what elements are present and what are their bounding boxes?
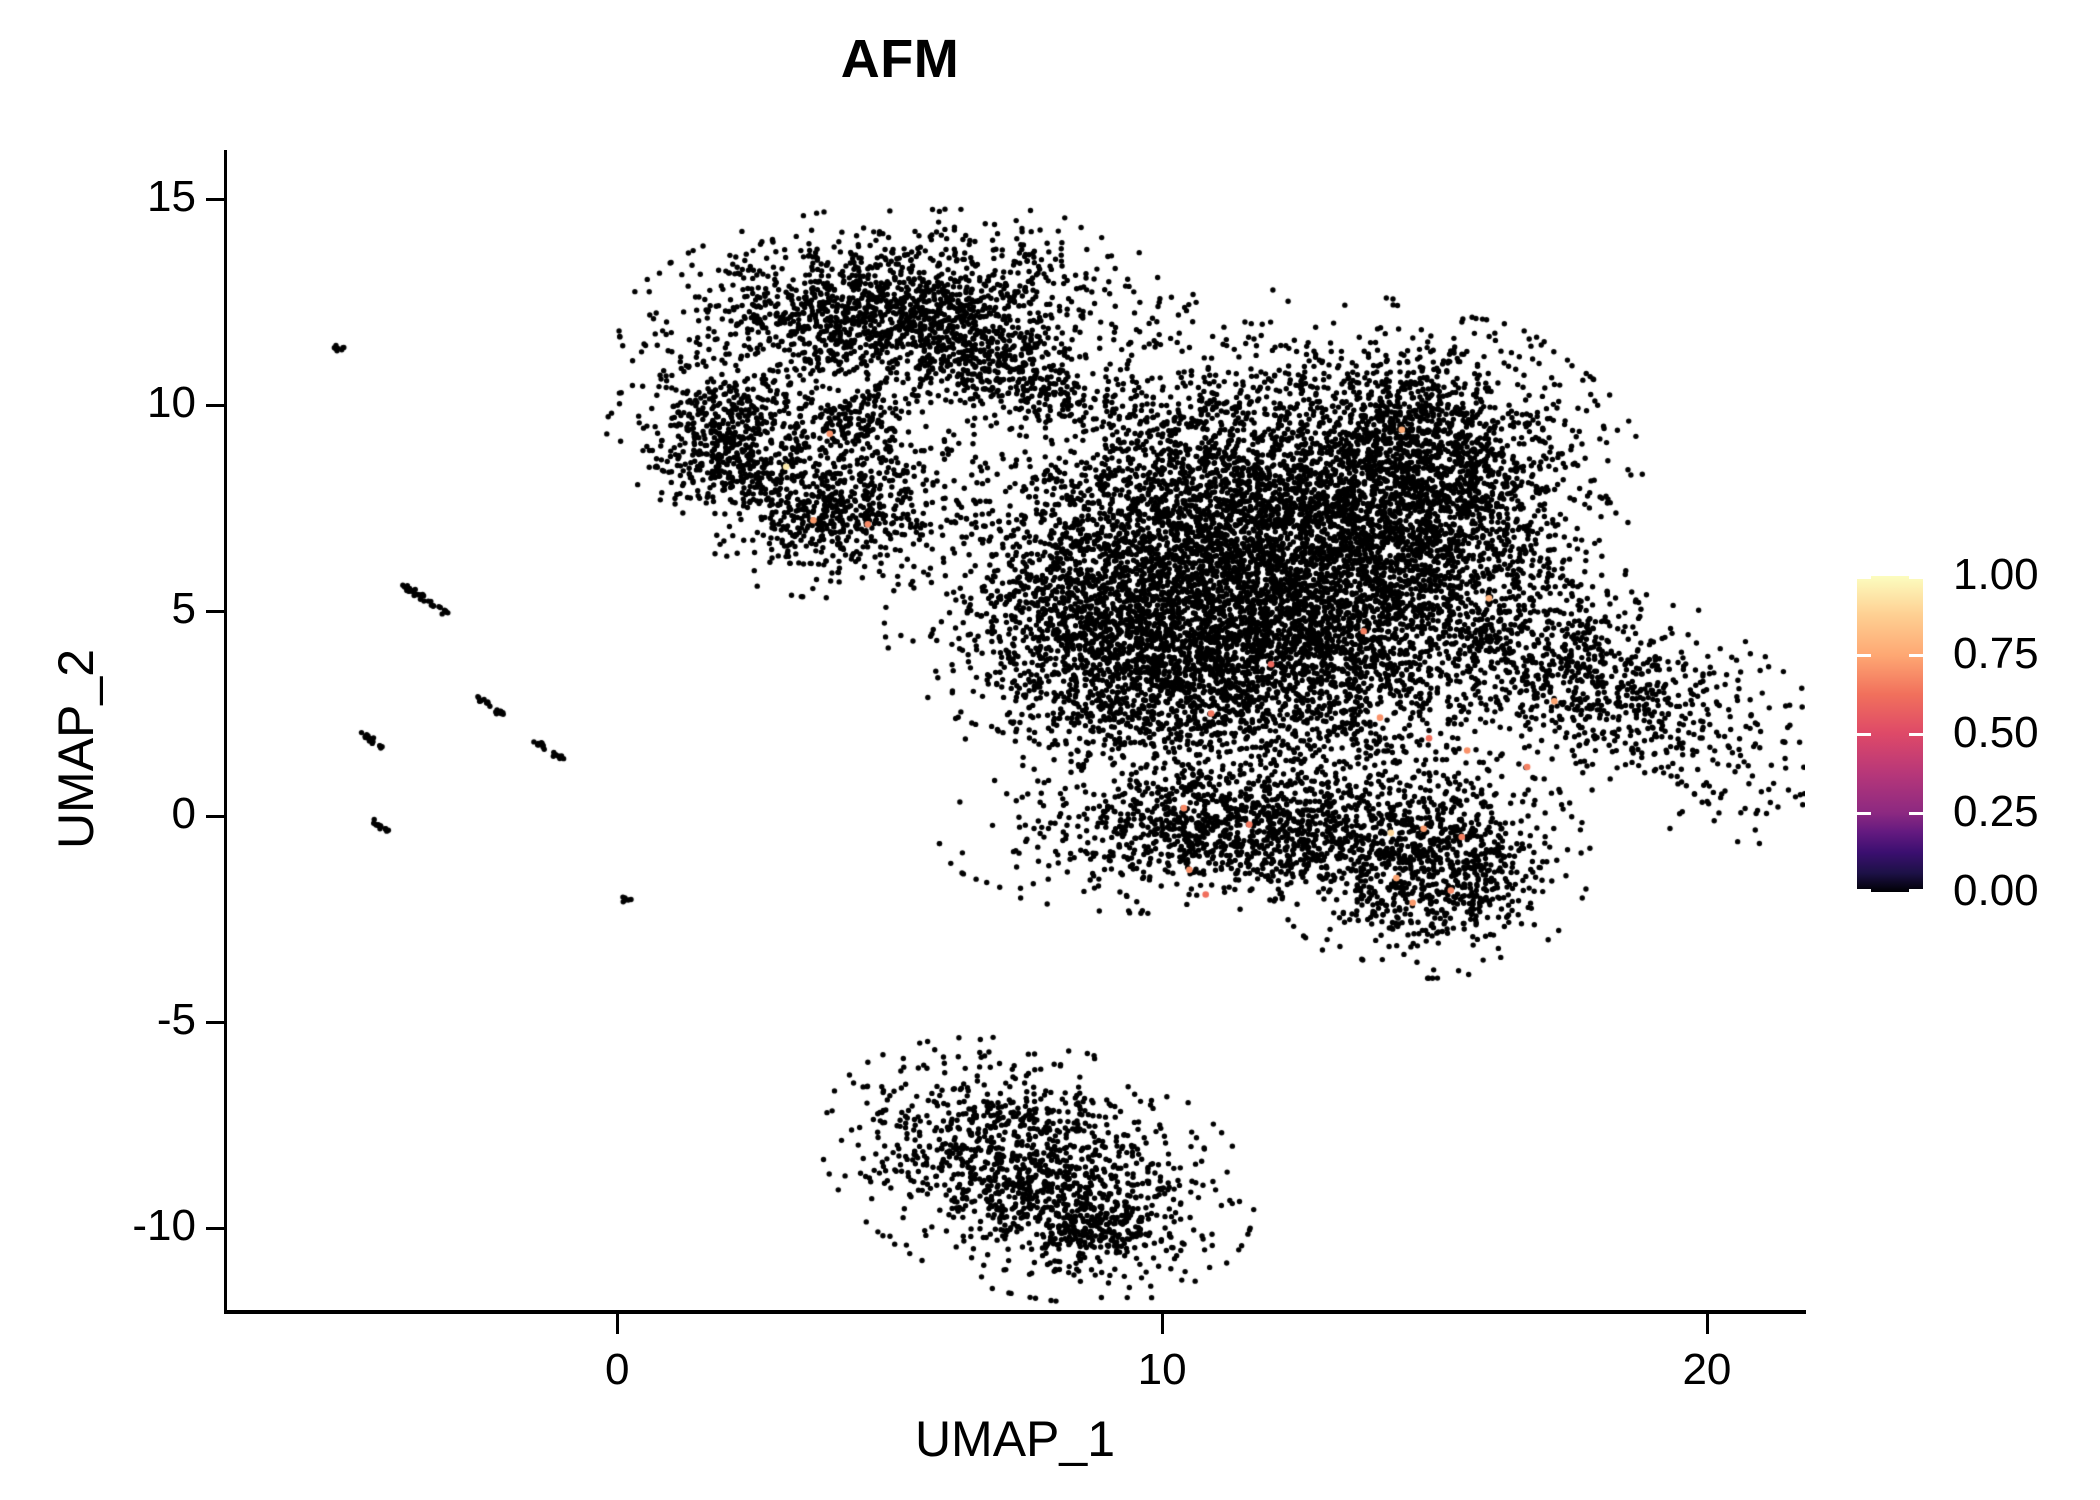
y-axis-label: UMAP_2 — [48, 648, 104, 850]
colorbar-tick-label: 0.25 — [1953, 787, 2039, 836]
y-tick-label: 10 — [147, 378, 196, 428]
colorbar-tick-mark — [1909, 733, 1923, 736]
colorbar-tick-mark — [1857, 654, 1871, 657]
y-tick-label: -10 — [132, 1200, 196, 1250]
colorbar-tick-label: 0.75 — [1953, 629, 2039, 678]
y-tick-mark — [206, 1021, 224, 1025]
colorbar-tick-mark — [1909, 576, 1923, 579]
scatter-points-canvas — [225, 150, 1805, 1310]
colorbar-tick-mark — [1857, 733, 1871, 736]
y-tick-label: -5 — [156, 995, 196, 1045]
x-tick-label: 20 — [1682, 1345, 1732, 1394]
y-tick-mark — [206, 404, 224, 408]
y-tick-mark — [206, 1226, 224, 1230]
colorbar-tick-mark — [1857, 812, 1871, 815]
x-axis-line — [224, 1310, 1806, 1314]
colorbar-tick-mark — [1909, 812, 1923, 815]
y-tick-mark — [206, 815, 224, 819]
colorbar-tick-label: 0.50 — [1953, 708, 2039, 757]
color-legend: 1.00 0.75 0.50 0.25 0.00 — [1857, 553, 2087, 913]
x-tick-mark — [1161, 1314, 1165, 1334]
plot-panel — [225, 150, 1805, 1310]
colorbar-tick-mark — [1909, 654, 1923, 657]
colorbar-tick-label: 0.00 — [1953, 866, 2039, 915]
x-tick-mark — [616, 1314, 620, 1334]
colorbar-tick-mark — [1857, 889, 1871, 892]
y-tick-mark — [206, 198, 224, 202]
colorbar-tick-mark — [1857, 576, 1871, 579]
x-axis-label: UMAP_1 — [914, 1411, 1116, 1467]
x-tick-mark — [1705, 1314, 1709, 1334]
y-tick-label: 15 — [147, 172, 196, 222]
colorbar-tick-mark — [1909, 889, 1923, 892]
y-axis-line — [224, 150, 227, 1312]
page-title: AFM — [840, 29, 960, 89]
y-tick-label: 0 — [171, 789, 196, 839]
colorbar-tick-label: 1.00 — [1953, 550, 2039, 599]
x-tick-label: 0 — [605, 1345, 630, 1394]
x-tick-label: 10 — [1137, 1345, 1187, 1394]
y-tick-label: 5 — [171, 583, 196, 633]
y-tick-mark — [206, 609, 224, 613]
